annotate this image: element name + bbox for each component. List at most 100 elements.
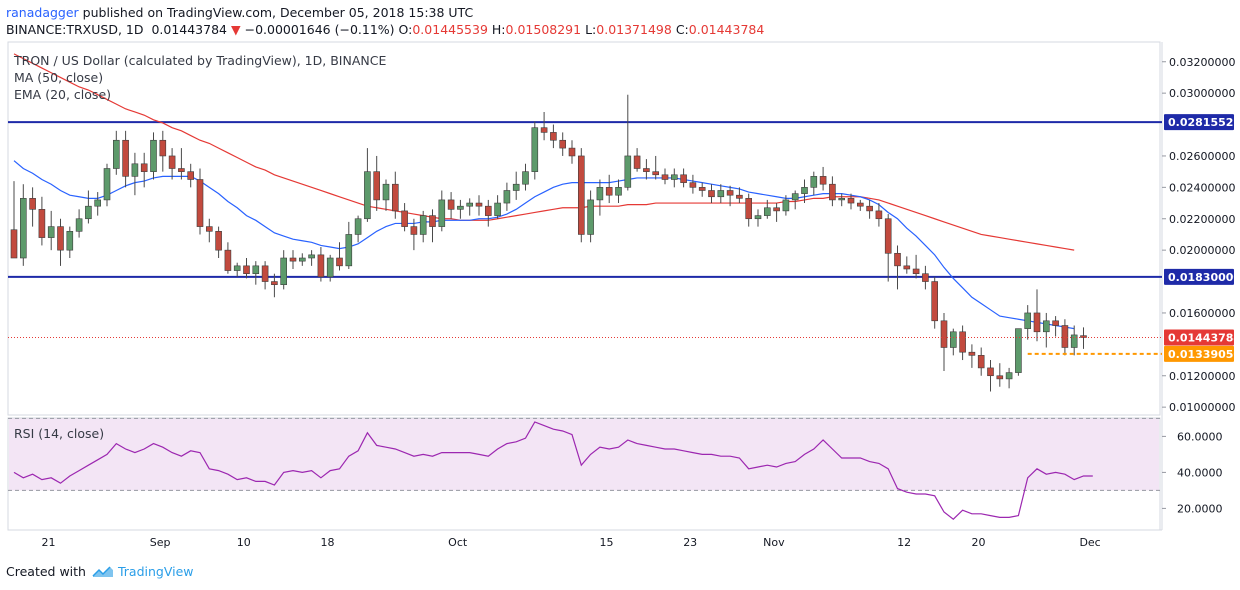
ohlc-bar: BINANCE:TRXUSD, 1D 0.01443784 ▼ −0.00001… [6, 21, 764, 38]
candle-body [736, 194, 743, 199]
candle-body [968, 351, 976, 356]
candle-body [763, 207, 771, 216]
time-tick-label: 12 [897, 536, 911, 549]
candle-body [717, 190, 725, 198]
candle-body [689, 182, 697, 188]
candle-body [19, 198, 27, 259]
candle-body [522, 171, 529, 185]
candle-body [159, 139, 167, 157]
tradingview-logo-icon [92, 566, 113, 577]
close-value: 0.01443784 [688, 22, 765, 37]
candle-body [168, 155, 176, 169]
price-chart[interactable]: 0.03200000 0.03000000 0.02600000 0.02400000… [0, 0, 1240, 560]
time-tick-label: Nov [763, 536, 785, 549]
candle-body [1015, 328, 1022, 373]
candle-body [996, 375, 1004, 380]
candle-body [708, 190, 715, 198]
candle-body [233, 265, 241, 271]
open-value: 0.01445539 [412, 22, 488, 37]
author-link[interactable]: ranadagger [6, 5, 79, 20]
candle-body [196, 179, 204, 227]
candle-body [419, 215, 427, 235]
candle-body [884, 218, 892, 254]
candle-body [866, 205, 873, 212]
time-tick-label: Sep [150, 536, 171, 549]
candle-body [475, 202, 483, 207]
candle-body [1033, 312, 1041, 333]
candle-body [903, 265, 911, 270]
candle-body [280, 257, 288, 285]
open-label: O: [398, 22, 413, 37]
candle-body [1043, 320, 1050, 333]
level-price-label: 0.02815521 [1168, 116, 1240, 129]
candle-body [391, 183, 399, 212]
candle-body [410, 226, 418, 235]
candle-body [922, 273, 929, 282]
candle-body [75, 218, 83, 232]
candle-body [354, 218, 362, 235]
candle-body [670, 174, 678, 180]
tradingview-link[interactable]: TradingView [117, 564, 194, 579]
candle-body [940, 320, 948, 348]
published-text: published on TradingView.com, December 0… [82, 5, 474, 20]
candle-body [429, 215, 436, 227]
time-tick-label: Dec [1079, 536, 1100, 549]
candle-body [336, 257, 343, 267]
candle-body [373, 171, 381, 201]
candle-body [382, 183, 390, 201]
candle-body [531, 127, 539, 172]
candle-body [801, 187, 808, 194]
candle-body [131, 163, 139, 177]
candle-body [1061, 325, 1069, 348]
price-tick-label: 0.01600000 [1169, 307, 1235, 320]
price-tick-label: 0.02200000 [1169, 213, 1235, 226]
time-tick-label: Oct [448, 536, 468, 549]
level-price-tag [1164, 114, 1234, 131]
candle-body [215, 231, 222, 251]
price-tick-label: 0.02000000 [1169, 244, 1235, 257]
time-tick-label: 23 [683, 536, 697, 549]
time-tick-label: 15 [600, 536, 614, 549]
candle-body [113, 139, 120, 169]
candle-body [1080, 335, 1087, 338]
candle-body [484, 205, 492, 216]
down-arrow-icon: ▼ [230, 22, 241, 37]
candle-body [447, 199, 455, 210]
candle-body [726, 190, 734, 196]
candle-body [38, 209, 46, 238]
candle-body [791, 193, 799, 201]
candle-body [856, 202, 864, 207]
last-price: 0.01443784 [151, 22, 227, 37]
low-value: 0.01371498 [596, 22, 672, 37]
level-price-label: 0.01830000 [1168, 271, 1240, 284]
last-price-label: 0.01443784 [1168, 331, 1240, 344]
candle-body [66, 231, 74, 251]
candle-body [652, 171, 660, 176]
candle-body [633, 155, 641, 169]
candle-body [10, 229, 18, 259]
candle-body [577, 155, 585, 235]
candle-body [122, 139, 129, 177]
candle-body [773, 207, 780, 212]
candle-body [206, 226, 213, 232]
candle-body [494, 202, 501, 216]
last-price-tag [1164, 329, 1234, 346]
price-tick-label: 0.03000000 [1169, 87, 1235, 100]
candle-body [875, 210, 883, 220]
rsi-legend: RSI (14, close) [14, 426, 105, 441]
candle-body [150, 139, 157, 172]
rsi-tick-label: 20.0000 [1177, 502, 1223, 515]
candle-body [624, 155, 632, 188]
candle-body [457, 205, 464, 210]
rsi-tick-label: 60.0000 [1177, 430, 1223, 443]
candle-body [252, 265, 260, 275]
high-label: H: [491, 22, 506, 37]
price-tick-label: 0.01000000 [1169, 401, 1235, 414]
candle-body [187, 171, 194, 180]
high-value: 0.01508291 [505, 22, 582, 37]
candle-body [364, 171, 371, 220]
candle-body [140, 163, 148, 172]
chart-title: TRON / US Dollar (calculated by TradingV… [14, 53, 387, 68]
candle-body [643, 168, 650, 172]
candle-body [838, 198, 846, 201]
